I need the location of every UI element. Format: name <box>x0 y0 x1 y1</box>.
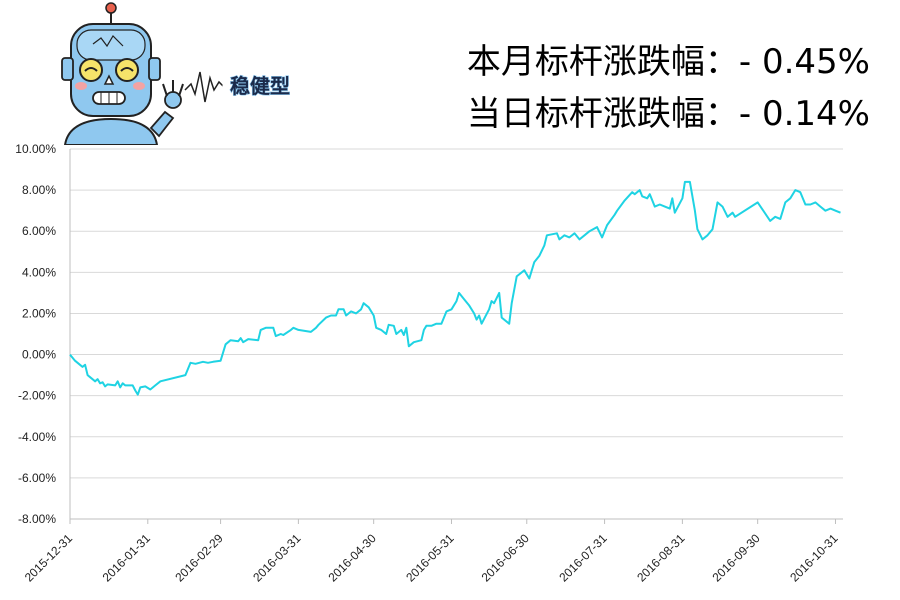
x-tick-label: 2016-10-31 <box>787 531 841 585</box>
y-tick-label: 10.00% <box>15 142 56 156</box>
daily-change-label: 当日标杆涨跌幅： <box>466 94 739 134</box>
robot-icon: 稳健型 <box>61 2 298 146</box>
x-tick-label: 2016-09-30 <box>709 531 763 585</box>
x-tick-label: 2016-03-31 <box>250 531 304 585</box>
monthly-change-value: - 0.45% <box>738 42 870 82</box>
monthly-change-label: 本月标杆涨跌幅： <box>466 42 739 82</box>
x-tick-label: 2016-02-29 <box>172 531 226 585</box>
series-line <box>69 180 841 396</box>
badge-text: 稳健型 <box>230 74 290 98</box>
y-tick-label: 2.00% <box>22 306 56 320</box>
x-tick-label: 2016-08-31 <box>634 531 688 585</box>
y-tick-label: 8.00% <box>22 183 56 197</box>
x-tick-label: 2016-04-30 <box>325 531 379 585</box>
robot-mascot: 稳健型 <box>55 0 315 146</box>
x-tick-label: 2016-01-31 <box>100 531 154 585</box>
x-tick-label: 2015-12-31 <box>22 531 76 585</box>
y-tick-label: -8.00% <box>18 512 56 526</box>
y-tick-label: 6.00% <box>22 224 56 238</box>
y-tick-label: -4.00% <box>18 430 56 444</box>
x-tick-label: 2016-05-31 <box>403 531 457 585</box>
monthly-change: 本月标杆涨跌幅：- 0.45% <box>467 36 870 88</box>
y-tick-label: -2.00% <box>18 389 56 403</box>
y-tick-label: 0.00% <box>22 348 56 362</box>
stats-panel: 本月标杆涨跌幅：- 0.45% 当日标杆涨跌幅：- 0.14% <box>467 36 870 140</box>
y-tick-label: 4.00% <box>22 265 56 279</box>
daily-change: 当日标杆涨跌幅：- 0.14% <box>467 88 870 140</box>
x-tick-label: 2016-07-31 <box>556 531 610 585</box>
y-tick-label: -6.00% <box>18 471 56 485</box>
daily-change-value: - 0.14% <box>738 94 870 134</box>
x-tick-label: 2016-06-30 <box>479 531 533 585</box>
